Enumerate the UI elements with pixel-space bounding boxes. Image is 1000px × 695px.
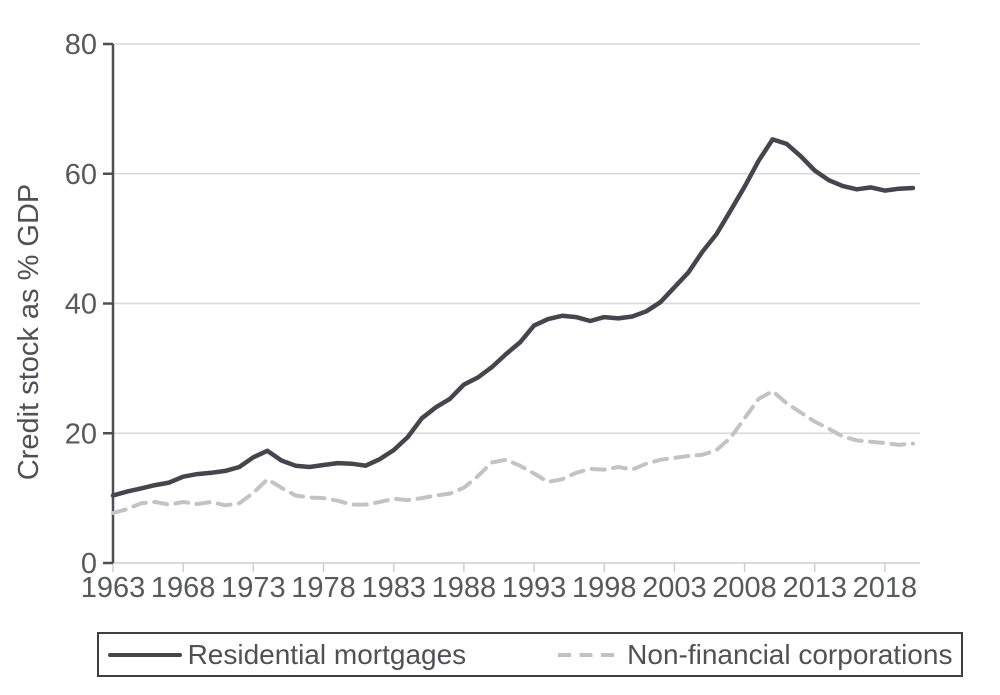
- x-tick-label-1978: 1978: [291, 572, 356, 604]
- x-tick-label-1983: 1983: [361, 572, 426, 604]
- y-tick-label-0: 0: [81, 548, 97, 580]
- x-tick-label-1963: 1963: [81, 572, 146, 604]
- x-tick-label-2003: 2003: [642, 572, 707, 604]
- x-tick-label-1988: 1988: [432, 572, 497, 604]
- y-axis-title: Credit stock as % GDP: [13, 184, 45, 481]
- y-tick-label-60: 60: [65, 159, 97, 191]
- y-tick-label-40: 40: [65, 289, 97, 321]
- y-tick-label-20: 20: [65, 418, 97, 450]
- legend-line-dashed-sample: [558, 652, 616, 657]
- credit-stock-chart: 0 20 40 60 80 1963 1968 1973 1978 1983 1988 1993 199…: [13, 29, 920, 604]
- series-line-residential-mortgages: [110, 137, 916, 498]
- legend: Residential mortgages Non-financial corp…: [97, 632, 963, 677]
- legend-label-residential-mortgages: Residential mortgages: [187, 638, 467, 670]
- x-tick-label-2008: 2008: [712, 572, 777, 604]
- legend-line-solid-sample: [107, 652, 182, 657]
- x-tick-label-1973: 1973: [221, 572, 286, 604]
- x-tick-label-2018: 2018: [853, 572, 918, 604]
- x-tick-label-2013: 2013: [782, 572, 847, 604]
- series-line-non-financial-corporations: [111, 389, 915, 515]
- legend-label-non-financial-corporations: Non-financial corporations: [627, 638, 953, 670]
- y-tick-label-80: 80: [65, 29, 97, 61]
- x-tick-label-1993: 1993: [502, 572, 567, 604]
- x-tick-label-1968: 1968: [151, 572, 216, 604]
- x-tick-label-1998: 1998: [572, 572, 637, 604]
